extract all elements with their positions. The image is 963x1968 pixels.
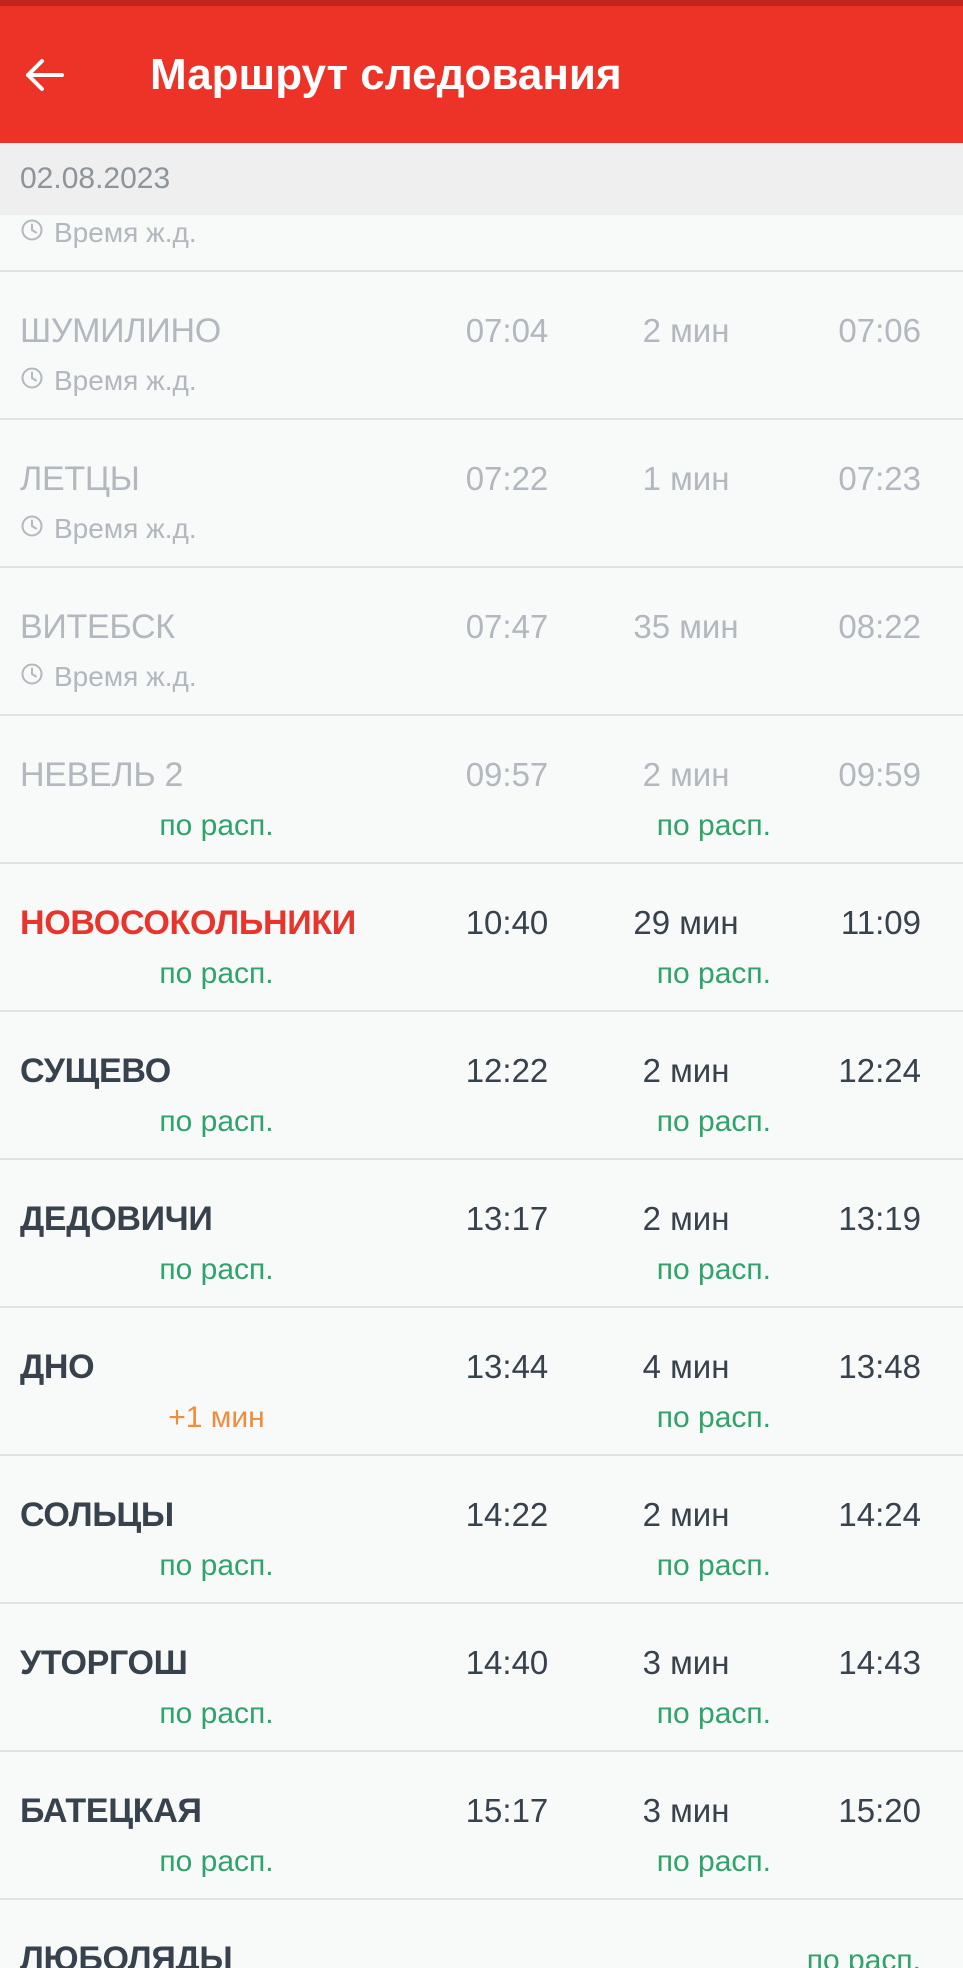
railway-time-note: Время ж.д. [20,217,921,249]
stop-duration: 3 мин [642,1644,730,1681]
railway-time-label: Время ж.д. [54,513,197,544]
stop-duration: 4 мин [642,1348,730,1385]
stop-duration: 2 мин [642,756,730,793]
departure-time: 15:20 [838,1792,921,1829]
arrival-status: по расп. [159,1105,274,1138]
partial-station-row-top: Время ж.д. [0,215,963,270]
railway-time-note: Время ж.д. [20,513,441,545]
departure-status: по расп. [656,1845,771,1878]
stop-duration: 3 мин [642,1792,730,1829]
station-row: ВИТЕБСК 07:47 35 мин 08:22 Время ж.д. [0,566,963,714]
station-list[interactable]: ШУМИЛИНО 07:04 2 мин 07:06 Время ж.д. [0,270,963,1968]
station-row: ЛЕТЦЫ 07:22 1 мин 07:23 Время ж.д. [0,418,963,566]
departure-status: по расп. [656,1253,771,1286]
departure-time: 07:06 [838,312,921,349]
clock-icon [20,365,44,397]
arrival-status: по расп. [159,1549,274,1582]
station-name: УТОРГОШ [20,1644,188,1682]
station-row: УТОРГОШ 14:40 3 мин 14:43 по расп. по ра… [0,1602,963,1750]
page-title: Маршрут следования [150,49,622,99]
station-name: ЛЮБОЛЯДЫ [20,1940,233,1968]
arrival-time: 13:17 [465,1200,549,1237]
arrival-status: по расп. [159,1697,274,1730]
arrow-left-icon [20,51,68,99]
departure-status: по расп. [656,1697,771,1730]
departure-status: по расп. [656,957,771,990]
stop-duration: 1 мин [642,460,730,497]
station-row: НОВОСОКОЛЬНИКИ 10:40 29 мин 11:09 по рас… [0,862,963,1010]
station-name: ВИТЕБСК [20,608,175,646]
station-name: ЛЕТЦЫ [20,460,140,498]
railway-time-note: Время ж.д. [20,661,441,693]
station-name: НОВОСОКОЛЬНИКИ [20,904,356,942]
station-name: НЕВЕЛЬ 2 [20,756,184,794]
clock-icon [20,513,44,545]
departure-time: 14:24 [838,1496,921,1533]
app-bar: Маршрут следования [0,6,963,143]
stop-duration: 2 мин [642,1052,730,1089]
departure-time: 13:48 [838,1348,921,1385]
station-name: СУЩЕВО [20,1052,171,1090]
station-row: ЛЮБОЛЯДЫ по расп. [0,1898,963,1968]
arrival-status: по расп. [159,957,274,990]
date-label: 02.08.2023 [20,162,171,195]
station-row: ШУМИЛИНО 07:04 2 мин 07:06 Время ж.д. [0,270,963,418]
stop-duration: 2 мин [642,1496,730,1533]
stop-duration: 35 мин [633,608,739,645]
arrival-time: 07:22 [465,460,549,497]
arrival-status: по расп. [159,1253,274,1286]
departure-time: 07:23 [838,460,921,497]
stop-duration: 2 мин [642,312,730,349]
railway-time-label: Время ж.д. [54,365,197,396]
departure-status-inline: по расп. [806,1944,921,1968]
arrival-time: 13:44 [465,1348,549,1385]
arrival-time: 07:47 [465,608,549,645]
clock-icon [20,661,44,693]
railway-time-label: Время ж.д. [54,217,197,248]
station-row: СОЛЬЦЫ 14:22 2 мин 14:24 по расп. по рас… [0,1454,963,1602]
station-row: БАТЕЦКАЯ 15:17 3 мин 15:20 по расп. по р… [0,1750,963,1898]
departure-time: 08:22 [838,608,921,645]
railway-time-note: Время ж.д. [20,365,441,397]
station-name: СОЛЬЦЫ [20,1496,174,1534]
station-name: ДЕДОВИЧИ [20,1200,213,1238]
arrival-time: 12:22 [465,1052,549,1089]
departure-status: по расп. [656,1549,771,1582]
departure-status: по расп. [656,1401,771,1434]
departure-time: 11:09 [840,904,921,941]
departure-time: 13:19 [838,1200,921,1237]
stop-duration: 2 мин [642,1200,730,1237]
arrival-status: +1 мин [168,1401,265,1434]
arrival-time: 10:40 [465,904,549,941]
departure-time: 12:24 [838,1052,921,1089]
station-name: ШУМИЛИНО [20,312,221,350]
railway-time-label: Время ж.д. [54,661,197,692]
departure-time: 09:59 [838,756,921,793]
station-row: ДНО 13:44 4 мин 13:48 +1 мин по расп. [0,1306,963,1454]
arrival-time: 09:57 [465,756,549,793]
departure-time: 14:43 [838,1644,921,1681]
clock-icon [20,217,44,249]
stop-duration: 29 мин [633,904,739,941]
station-name: ДНО [20,1348,95,1386]
station-name: БАТЕЦКАЯ [20,1792,202,1830]
arrival-time: 14:22 [465,1496,549,1533]
station-row: ДЕДОВИЧИ 13:17 2 мин 13:19 по расп. по р… [0,1158,963,1306]
arrival-time: 15:17 [465,1792,549,1829]
arrival-status: по расп. [159,809,274,842]
back-button[interactable] [18,49,70,101]
departure-status: по расп. [656,809,771,842]
status-bar-strip [0,0,963,6]
departure-status: по расп. [656,1105,771,1138]
arrival-status: по расп. [159,1845,274,1878]
station-row: НЕВЕЛЬ 2 09:57 2 мин 09:59 по расп. по р… [0,714,963,862]
station-row: СУЩЕВО 12:22 2 мин 12:24 по расп. по рас… [0,1010,963,1158]
arrival-time: 07:04 [465,312,549,349]
arrival-time: 14:40 [465,1644,549,1681]
date-header: 02.08.2023 [0,143,963,215]
